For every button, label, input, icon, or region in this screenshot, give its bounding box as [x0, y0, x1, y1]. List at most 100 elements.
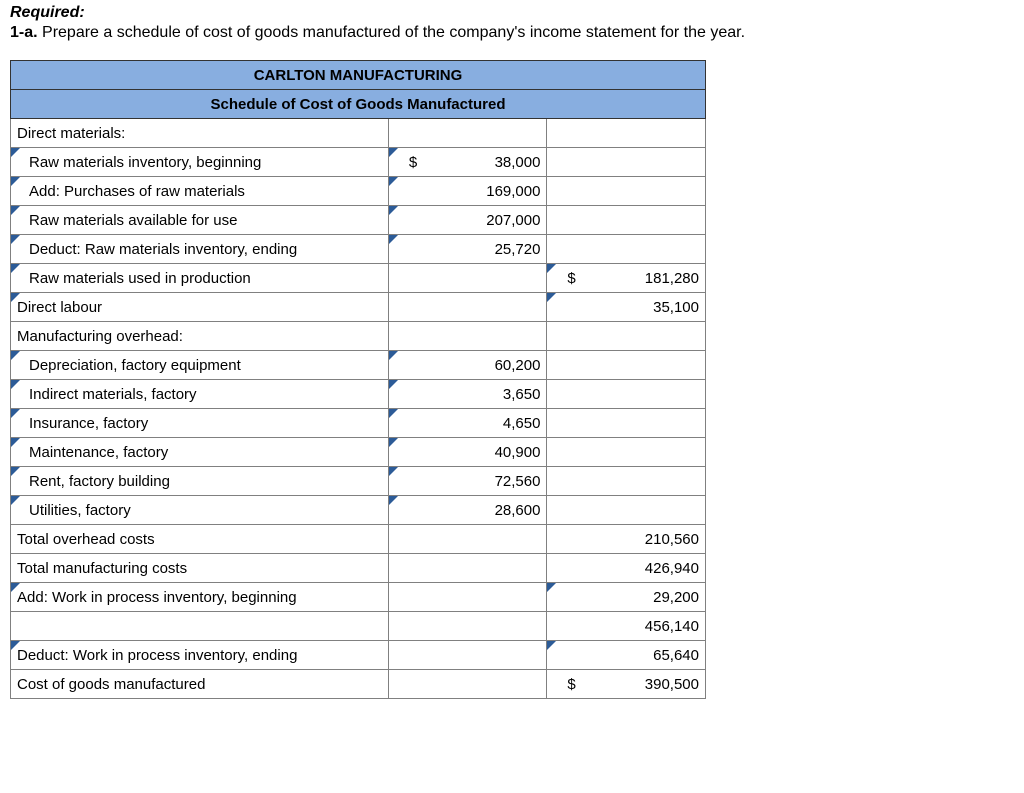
row-label: Direct materials: [11, 119, 389, 148]
col2-value[interactable]: 29,200 [596, 583, 706, 612]
col2-value [596, 119, 706, 148]
col1-value[interactable]: 3,650 [437, 380, 547, 409]
col1-currency [388, 206, 437, 235]
col1-value [437, 293, 547, 322]
table-row: Deduct: Raw materials inventory, ending 2… [11, 235, 706, 264]
table-row: Utilities, factory 28,600 [11, 496, 706, 525]
table-row: Rent, factory building 72,560 [11, 467, 706, 496]
col1-currency [388, 496, 437, 525]
table-row: Raw materials used in production $181,280 [11, 264, 706, 293]
row-label[interactable]: Maintenance, factory [11, 438, 389, 467]
col1-currency [388, 235, 437, 264]
col2-value [596, 235, 706, 264]
col2-value [596, 467, 706, 496]
col1-value[interactable]: 38,000 [437, 148, 547, 177]
col1-value[interactable]: 25,720 [437, 235, 547, 264]
col1-value[interactable]: 4,650 [437, 409, 547, 438]
row-label[interactable]: Depreciation, factory equipment [11, 351, 389, 380]
col1-value[interactable]: 169,000 [437, 177, 547, 206]
col1-currency [388, 670, 437, 699]
col1-currency [388, 467, 437, 496]
col2-currency [547, 583, 596, 612]
row-label[interactable]: Indirect materials, factory [11, 380, 389, 409]
row-label[interactable]: Direct labour [11, 293, 389, 322]
table-row: Manufacturing overhead: [11, 322, 706, 351]
col2-currency [547, 206, 596, 235]
col1-currency [388, 119, 437, 148]
col1-currency [388, 293, 437, 322]
table-row: Direct materials: [11, 119, 706, 148]
col2-currency [547, 119, 596, 148]
table-row: Cost of goods manufactured$390,500 [11, 670, 706, 699]
col1-value [437, 670, 547, 699]
col2-value: 390,500 [596, 670, 706, 699]
col1-currency: $ [388, 148, 437, 177]
table-title: CARLTON MANUFACTURING [11, 61, 706, 90]
table-row: Total manufacturing costs426,940 [11, 554, 706, 583]
row-label[interactable]: Deduct: Raw materials inventory, ending [11, 235, 389, 264]
col2-currency [547, 148, 596, 177]
col1-value [437, 612, 547, 641]
table-row: Maintenance, factory 40,900 [11, 438, 706, 467]
col2-value [596, 148, 706, 177]
col2-value[interactable]: 35,100 [596, 293, 706, 322]
table-row: Depreciation, factory equipment 60,200 [11, 351, 706, 380]
row-label[interactable]: Rent, factory building [11, 467, 389, 496]
col2-value [596, 409, 706, 438]
cogm-table: CARLTON MANUFACTURING Schedule of Cost o… [10, 60, 706, 699]
row-label[interactable]: Raw materials used in production [11, 264, 389, 293]
row-label[interactable]: Raw materials available for use [11, 206, 389, 235]
col1-currency [388, 641, 437, 670]
col1-currency [388, 264, 437, 293]
col2-value[interactable]: 65,640 [596, 641, 706, 670]
col1-value[interactable]: 28,600 [437, 496, 547, 525]
required-heading: Required: [10, 4, 1014, 22]
col1-currency [388, 583, 437, 612]
col1-currency [388, 612, 437, 641]
table-row: Add: Work in process inventory, beginnin… [11, 583, 706, 612]
table-row: Add: Purchases of raw materials 169,000 [11, 177, 706, 206]
col2-currency [547, 554, 596, 583]
col2-value [596, 177, 706, 206]
row-label[interactable]: Raw materials inventory, beginning [11, 148, 389, 177]
col1-currency [388, 554, 437, 583]
row-label: Manufacturing overhead: [11, 322, 389, 351]
table-subtitle: Schedule of Cost of Goods Manufactured [11, 90, 706, 119]
col2-currency [547, 177, 596, 206]
col1-value [437, 583, 547, 612]
col1-value [437, 264, 547, 293]
col1-currency [388, 409, 437, 438]
col1-value [437, 525, 547, 554]
col2-currency [547, 438, 596, 467]
col2-currency [547, 496, 596, 525]
row-label[interactable]: Utilities, factory [11, 496, 389, 525]
col2-currency [547, 351, 596, 380]
col2-currency [547, 293, 596, 322]
row-label [11, 612, 389, 641]
col1-currency [388, 525, 437, 554]
row-label[interactable]: Insurance, factory [11, 409, 389, 438]
col1-value[interactable]: 207,000 [437, 206, 547, 235]
row-label: Cost of goods manufactured [11, 670, 389, 699]
col1-value [437, 554, 547, 583]
col2-value: 210,560 [596, 525, 706, 554]
row-label[interactable]: Add: Purchases of raw materials [11, 177, 389, 206]
col2-currency [547, 409, 596, 438]
col1-value [437, 322, 547, 351]
table-row: Indirect materials, factory 3,650 [11, 380, 706, 409]
row-label[interactable]: Deduct: Work in process inventory, endin… [11, 641, 389, 670]
col2-currency [547, 235, 596, 264]
table-row: Direct labour 35,100 [11, 293, 706, 322]
col1-currency [388, 177, 437, 206]
row-label[interactable]: Add: Work in process inventory, beginnin… [11, 583, 389, 612]
col2-value[interactable]: 181,280 [596, 264, 706, 293]
table-row: 456,140 [11, 612, 706, 641]
col1-value[interactable]: 60,200 [437, 351, 547, 380]
table-row: Raw materials inventory, beginning$38,00… [11, 148, 706, 177]
col2-currency: $ [547, 264, 596, 293]
col1-currency [388, 351, 437, 380]
col1-value[interactable]: 72,560 [437, 467, 547, 496]
col1-value[interactable]: 40,900 [437, 438, 547, 467]
col2-currency [547, 380, 596, 409]
col2-currency [547, 467, 596, 496]
